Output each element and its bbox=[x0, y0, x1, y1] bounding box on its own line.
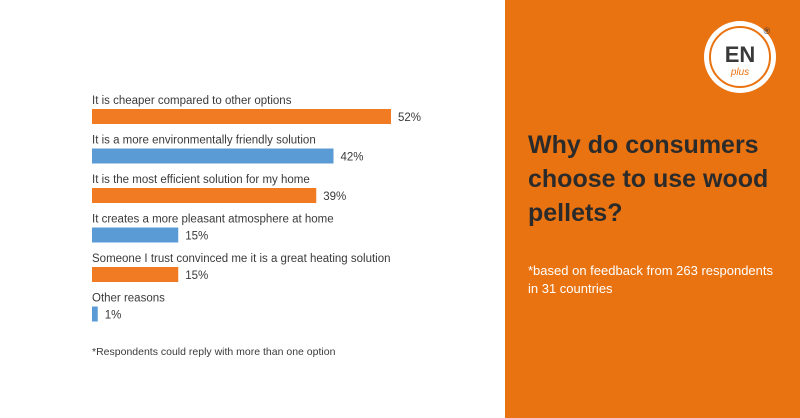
bar bbox=[92, 227, 179, 243]
enplus-logo: EN plus ® bbox=[704, 21, 776, 93]
bar bbox=[92, 109, 391, 124]
value-label: 15% bbox=[185, 231, 208, 243]
value-label: 39% bbox=[323, 191, 346, 203]
chart-panel: It is cheaper compared to other options 5… bbox=[92, 95, 422, 358]
category-label: It is the most efficient solution for my… bbox=[92, 174, 310, 186]
value-label: 1% bbox=[105, 310, 122, 322]
bar bbox=[92, 188, 317, 203]
bar bbox=[92, 148, 334, 164]
chart-footnote: *Respondents could reply with more than … bbox=[92, 346, 336, 358]
value-label: 15% bbox=[185, 270, 208, 282]
bar-chart: It is cheaper compared to other options 5… bbox=[92, 95, 421, 322]
value-label: 42% bbox=[341, 152, 364, 164]
category-label: It is a more environmentally friendly so… bbox=[92, 135, 316, 147]
respondents-note: *based on feedback from 263 respondents … bbox=[528, 263, 774, 296]
headline: Why do consumers choose to use wood pell… bbox=[528, 131, 769, 227]
value-label: 52% bbox=[398, 112, 421, 124]
logo-text-en: EN bbox=[725, 42, 756, 67]
category-label: Other reasons bbox=[92, 293, 165, 305]
registered-mark: ® bbox=[764, 26, 771, 36]
bar bbox=[92, 306, 98, 322]
bar bbox=[92, 267, 179, 282]
logo-text-plus: plus bbox=[730, 67, 749, 78]
category-label: It creates a more pleasant atmosphere at… bbox=[92, 214, 334, 226]
category-label: It is cheaper compared to other options bbox=[92, 95, 292, 107]
category-label: Someone I trust convinced me it is a gre… bbox=[92, 253, 391, 265]
